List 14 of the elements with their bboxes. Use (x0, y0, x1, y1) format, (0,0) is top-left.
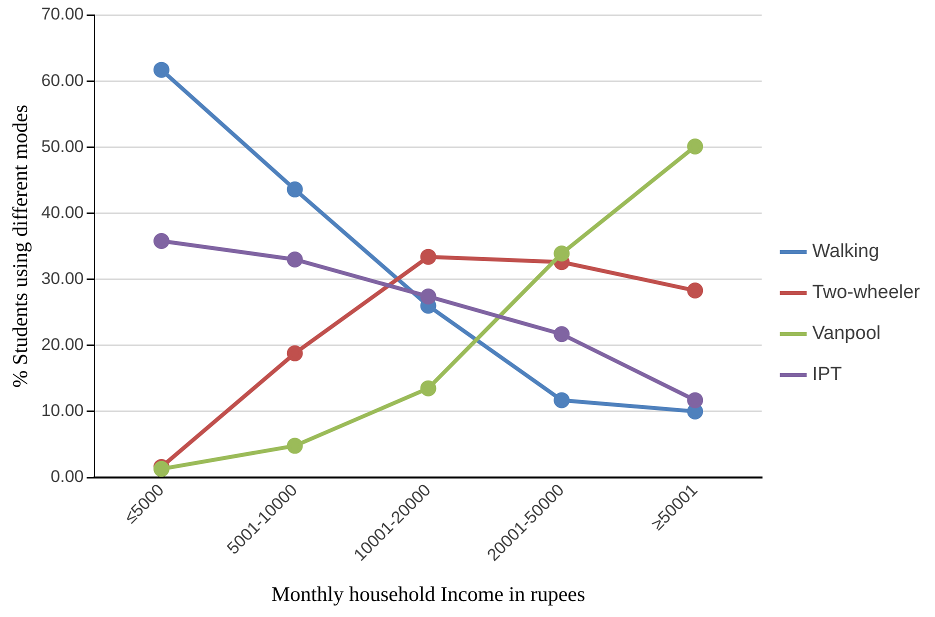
y-tick-label: 20.00 (41, 335, 84, 354)
y-tick-label: 40.00 (41, 202, 84, 222)
y-tick-label: 70.00 (41, 4, 84, 24)
legend-label: IPT (812, 364, 842, 386)
x-axis-title: Monthly household Income in rupees (271, 582, 586, 606)
legend-label: Two-wheeler (812, 282, 921, 304)
y-tick-label: 10.00 (41, 401, 84, 420)
y-tick-label: 50.00 (41, 136, 84, 156)
y-axis-title: % Students using different modes (8, 104, 32, 388)
y-tick-label: 60.00 (41, 70, 84, 90)
legend-label: Vanpool (812, 323, 881, 344)
y-tick-label: 30.00 (41, 268, 84, 288)
legend-label: Walking (812, 241, 880, 262)
y-tick-label: 0.00 (50, 467, 84, 486)
